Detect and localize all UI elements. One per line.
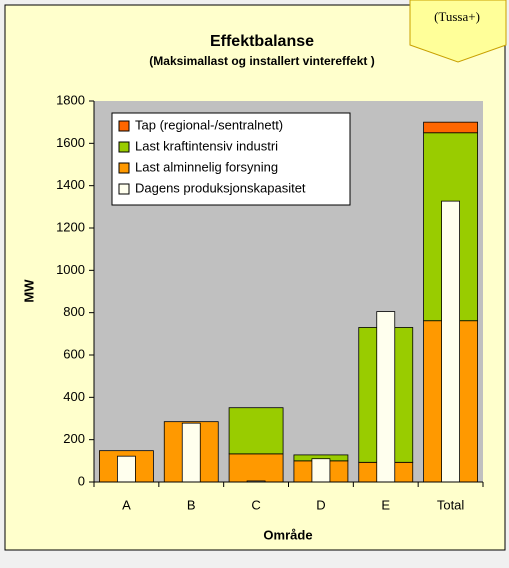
chart-title: Effektbalanse bbox=[210, 33, 314, 50]
legend-swatch bbox=[118, 120, 130, 132]
chart-subtitle: (Maksimallast og installert vintereffekt… bbox=[149, 54, 374, 68]
capacity-bar bbox=[117, 455, 136, 483]
x-tick-label: Total bbox=[437, 497, 465, 512]
y-tick-label: 1800 bbox=[56, 92, 85, 107]
x-tick-label: D bbox=[316, 497, 325, 512]
legend-label: Last kraftintensiv industri bbox=[135, 138, 278, 153]
callout bbox=[409, 0, 507, 63]
bar-segment bbox=[228, 453, 284, 483]
x-tick-label: B bbox=[187, 497, 196, 512]
y-tick-label: 600 bbox=[63, 346, 85, 361]
y-tick-label: 1400 bbox=[56, 177, 85, 192]
capacity-bar bbox=[181, 422, 201, 483]
x-tick-label: E bbox=[381, 497, 390, 512]
y-axis-label: MW bbox=[21, 279, 36, 303]
x-axis-label: Område bbox=[263, 527, 312, 542]
y-tick-label: 800 bbox=[63, 304, 85, 319]
legend-swatch bbox=[118, 162, 130, 174]
legend-label: Dagens produksjonskapasitet bbox=[135, 180, 306, 195]
capacity-bar bbox=[311, 458, 331, 483]
y-tick-label: 1200 bbox=[56, 219, 85, 234]
x-tick-label: A bbox=[122, 497, 131, 512]
x-tick-label: C bbox=[251, 497, 260, 512]
legend-label: Tap (regional-/sentralnett) bbox=[135, 117, 283, 132]
y-tick-label: 1000 bbox=[56, 262, 85, 277]
legend-swatch bbox=[118, 141, 130, 153]
callout-text: (Tussa+) bbox=[434, 9, 480, 24]
y-tick-label: 1600 bbox=[56, 135, 85, 150]
capacity-bar bbox=[376, 311, 396, 483]
legend-label: Last alminnelig forsyning bbox=[135, 159, 278, 174]
bar-segment bbox=[228, 407, 284, 455]
y-tick-label: 200 bbox=[63, 431, 85, 446]
y-tick-label: 0 bbox=[78, 473, 85, 488]
legend-swatch bbox=[118, 183, 130, 195]
bar-segment bbox=[423, 121, 478, 134]
capacity-bar bbox=[441, 200, 460, 483]
legend-box bbox=[111, 112, 351, 206]
y-tick-label: 400 bbox=[63, 389, 85, 404]
